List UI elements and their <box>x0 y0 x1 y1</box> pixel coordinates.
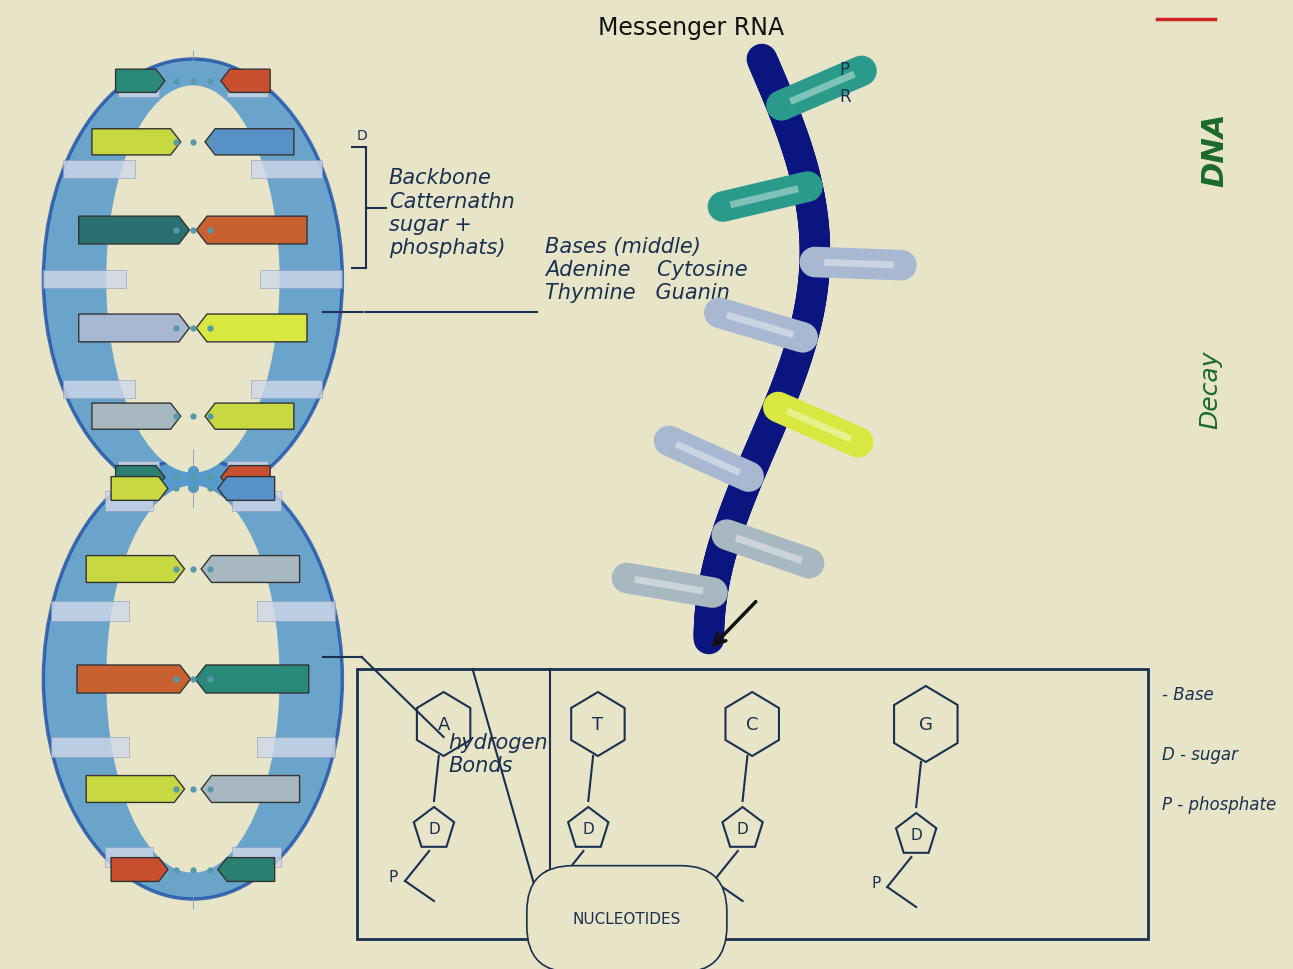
Polygon shape <box>195 666 309 693</box>
Bar <box>257 737 335 758</box>
Text: D: D <box>357 129 367 142</box>
Text: DNA: DNA <box>1201 112 1230 187</box>
Polygon shape <box>202 776 300 802</box>
Text: A: A <box>437 715 450 734</box>
Text: Bases (middle)
Adenine    Cytosine
Thymine   Guanin: Bases (middle) Adenine Cytosine Thymine … <box>544 236 747 302</box>
Ellipse shape <box>106 86 279 473</box>
Text: Messenger RNA: Messenger RNA <box>597 16 784 40</box>
Polygon shape <box>87 556 185 582</box>
Polygon shape <box>217 858 274 882</box>
Bar <box>105 847 154 867</box>
Bar <box>118 80 159 98</box>
Bar <box>63 381 134 398</box>
Ellipse shape <box>44 60 343 499</box>
Text: P: P <box>697 869 707 884</box>
Bar <box>233 847 281 867</box>
Polygon shape <box>217 477 274 501</box>
Polygon shape <box>111 858 168 882</box>
Bar <box>357 670 1148 939</box>
Polygon shape <box>115 70 166 93</box>
Bar <box>251 161 322 178</box>
Polygon shape <box>79 217 190 245</box>
Bar <box>118 461 159 479</box>
Text: D: D <box>737 822 749 836</box>
Text: P: P <box>389 869 398 884</box>
Polygon shape <box>92 130 181 156</box>
Polygon shape <box>202 556 300 582</box>
Polygon shape <box>79 315 190 342</box>
Text: G: G <box>919 715 932 734</box>
Text: Backbone
Catternathn
sugar +
phosphats): Backbone Catternathn sugar + phosphats) <box>389 169 515 258</box>
Text: T: T <box>592 715 604 734</box>
Bar <box>226 80 268 98</box>
Polygon shape <box>115 466 166 489</box>
Text: Decay: Decay <box>1199 351 1222 429</box>
Text: D: D <box>428 822 440 836</box>
Polygon shape <box>87 776 185 802</box>
Text: D - sugar: D - sugar <box>1162 745 1239 764</box>
Polygon shape <box>221 70 270 93</box>
Bar <box>260 271 343 289</box>
Text: P - phosphate: P - phosphate <box>1162 796 1276 813</box>
Bar <box>105 491 154 512</box>
Bar <box>251 381 322 398</box>
Polygon shape <box>221 466 270 489</box>
Bar <box>226 461 268 479</box>
Polygon shape <box>78 666 190 693</box>
Text: hydrogen
Bonds: hydrogen Bonds <box>449 733 548 775</box>
Bar <box>63 161 134 178</box>
Polygon shape <box>111 477 168 501</box>
Bar <box>44 271 125 289</box>
Bar <box>233 491 281 512</box>
Text: P: P <box>543 869 552 884</box>
Ellipse shape <box>106 485 279 873</box>
Text: C: C <box>746 715 759 734</box>
Text: - Base: - Base <box>1162 685 1214 703</box>
Text: R: R <box>839 88 851 106</box>
Bar <box>50 737 129 758</box>
Bar <box>50 602 129 621</box>
Polygon shape <box>197 315 306 342</box>
Bar <box>257 602 335 621</box>
Text: D: D <box>582 822 595 836</box>
Polygon shape <box>197 217 306 245</box>
Text: NUCLEOTIDES: NUCLEOTIDES <box>573 912 681 926</box>
Polygon shape <box>206 130 294 156</box>
Polygon shape <box>206 404 294 430</box>
Text: P: P <box>871 875 881 891</box>
Ellipse shape <box>44 459 343 899</box>
Polygon shape <box>92 404 181 430</box>
Text: P: P <box>839 61 850 78</box>
Text: D: D <box>910 828 922 843</box>
